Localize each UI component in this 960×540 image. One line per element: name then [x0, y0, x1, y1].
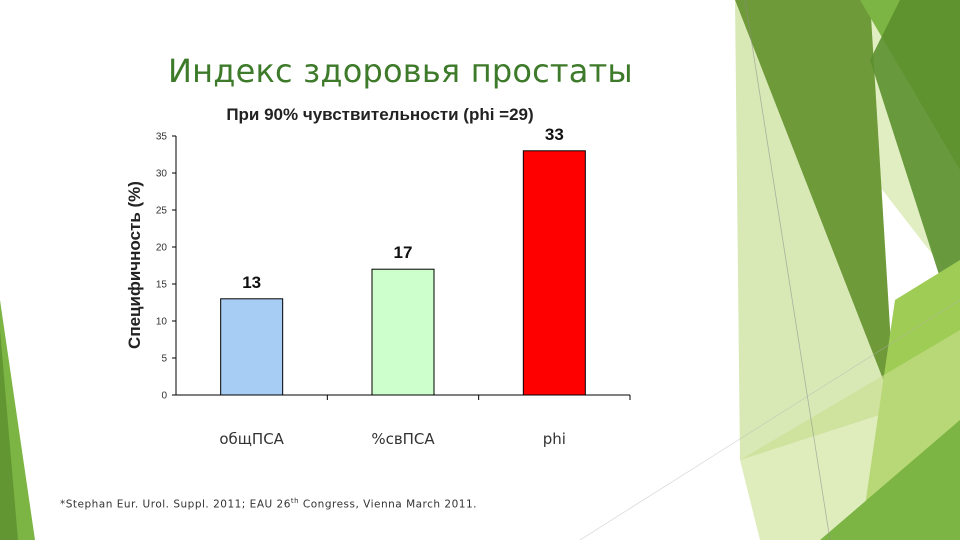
y-tick-label: 20	[156, 243, 168, 254]
y-tick-label: 5	[161, 354, 167, 365]
y-tick-label: 0	[161, 391, 167, 402]
y-tick-label: 10	[156, 317, 168, 328]
data-label: 17	[394, 243, 413, 262]
data-label: 13	[242, 273, 261, 292]
footnote-superscript: th	[290, 497, 300, 505]
bar	[522, 150, 586, 396]
category-label: phi	[543, 430, 566, 448]
y-axis-label: Специфичность (%)	[125, 181, 144, 349]
bar	[371, 268, 435, 396]
category-label: общПСА	[219, 430, 284, 448]
bar	[220, 298, 284, 396]
y-tick-label: 30	[156, 169, 168, 180]
data-label: 33	[545, 125, 564, 144]
slide-title: Индекс здоровья простаты	[168, 52, 633, 90]
y-tick-label: 15	[156, 280, 168, 291]
footnote: *Stephan Eur. Urol. Suppl. 2011; EAU 26t…	[60, 497, 477, 511]
chart-labels: 13 общПСА 17 %свПСА 33 phi	[219, 125, 566, 448]
chart-title: При 90% чувствительности (phi =29)	[226, 105, 533, 124]
footnote-text-end: Congress, Vienna March 2011.	[299, 498, 477, 511]
chart-bars	[220, 150, 586, 396]
y-tick-label: 25	[156, 206, 168, 217]
footnote-text: *Stephan Eur. Urol. Suppl. 2011; EAU 26	[60, 498, 291, 511]
category-label: %свПСА	[371, 430, 435, 448]
y-tick-label: 35	[156, 132, 168, 143]
